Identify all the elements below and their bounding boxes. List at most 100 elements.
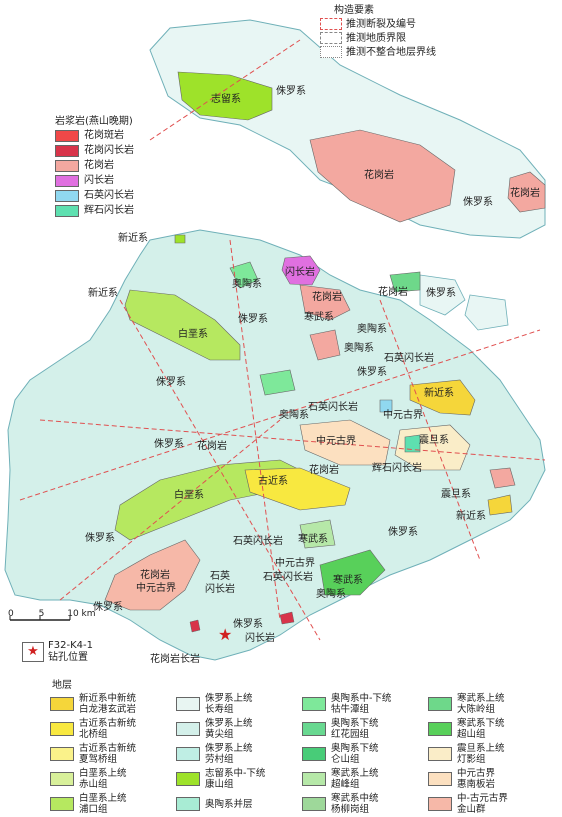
swatch xyxy=(302,797,326,811)
map-label: 寒武系 xyxy=(298,532,328,545)
map-label: 中元古界 xyxy=(275,556,315,569)
map-label: 中元古界 xyxy=(383,408,423,421)
strat-legend-item: 侏罗系上统 长寿组 xyxy=(176,693,296,715)
swatch xyxy=(176,722,200,736)
swatch xyxy=(302,772,326,786)
intrusive-legend-item: 石英闪长岩 xyxy=(55,188,175,203)
map-label: 白垩系 xyxy=(174,488,204,501)
map-label: 新近系 xyxy=(424,386,454,399)
granite-area-3 xyxy=(309,329,341,361)
swatch xyxy=(428,797,452,811)
green-small-1 xyxy=(389,271,421,293)
swatch xyxy=(428,722,452,736)
intrusive-legend: 岩浆岩(燕山晚期) 花岗斑岩 花岗闪长岩 花岗岩 闪长岩 石英闪长岩 辉石闪长岩 xyxy=(55,115,175,218)
map-label: 新近系 xyxy=(118,231,148,244)
map-label: 花岗岩 xyxy=(197,439,227,452)
swatch xyxy=(176,747,200,761)
intrusive-legend-item: 辉石闪长岩 xyxy=(55,203,175,218)
strat-legend-item: 侏罗系上统 劳村组 xyxy=(176,743,296,765)
strat-legend-item: 白垩系上统 赤山组 xyxy=(50,768,170,790)
well-label: 钻孔位置 xyxy=(48,652,88,663)
scale-label-0: 0 xyxy=(8,609,14,619)
map-label: 石英闪长岩 xyxy=(233,534,283,547)
map-label: 花岗岩 xyxy=(312,290,342,303)
island-small-2 xyxy=(464,294,509,331)
well-legend: ★ F32-K4-1 钻孔位置 xyxy=(22,640,93,664)
map-label: 花岗岩长岩 xyxy=(150,652,200,665)
map-label: 侏罗系 xyxy=(238,313,268,325)
strat-legend-item: 奥陶系并层 xyxy=(176,793,296,815)
map-label: 侏罗系 xyxy=(156,376,186,388)
strat-legend-item: 古近系古新统 北桥组 xyxy=(50,718,170,740)
strat-legend-item: 侏罗系上统 黄尖组 xyxy=(176,718,296,740)
map-label: 古近系 xyxy=(258,474,288,487)
map-label: 奥陶系 xyxy=(316,587,346,600)
map-label: 侏罗系 xyxy=(233,618,263,630)
map-label: 白垩系 xyxy=(178,327,208,340)
swatch xyxy=(176,797,200,811)
scale-label-5: 5 xyxy=(38,609,45,619)
map-label: 新近系 xyxy=(88,286,118,299)
map-label: 闪长岩 xyxy=(205,582,235,595)
dotted-gray-icon xyxy=(320,46,342,58)
map-label: 花岗岩 xyxy=(510,186,540,199)
map-label: 寒武系 xyxy=(333,573,363,586)
granite-right-area xyxy=(507,171,546,213)
granite-area-2 xyxy=(299,284,351,321)
swatch xyxy=(55,144,79,157)
strat-legend-item: 奥陶系下统 红花园组 xyxy=(302,718,422,740)
map-label: 中元古界 xyxy=(136,581,176,594)
map-label: 侏罗系 xyxy=(357,366,387,378)
jinshan-area xyxy=(104,539,201,611)
intrusive-legend-title: 岩浆岩(燕山晚期) xyxy=(55,116,133,127)
well-legend-star-icon: ★ xyxy=(22,642,44,662)
strat-legend-item: 白垩系上统 浦口组 xyxy=(50,793,170,815)
structure-legend: 构造要素 推测断裂及编号 推测地质界限 推测不整合地层界线 xyxy=(320,4,520,59)
map-label: 侏罗系 xyxy=(426,287,456,299)
map-label: 奥陶系 xyxy=(357,322,387,335)
strat-legend-item: 寒武系中统 杨柳岗组 xyxy=(302,793,422,815)
intrusive-legend-item: 花岗斑岩 xyxy=(55,128,175,143)
neogene-east-area xyxy=(409,379,476,416)
map-label: 石英闪长岩 xyxy=(384,351,434,364)
map-label: 新近系 xyxy=(456,509,486,522)
cambrian-area-1 xyxy=(299,519,336,549)
strat-legend-title: 地层 xyxy=(52,680,72,691)
map-label: 奥陶系 xyxy=(279,408,309,421)
swatch xyxy=(302,697,326,711)
strat-legend-item: 寒武系上统 超峰组 xyxy=(302,768,422,790)
intrusive-legend-item: 闪长岩 xyxy=(55,173,175,188)
swatch xyxy=(55,159,79,172)
structure-legend-item: 推测地质界限 xyxy=(320,31,520,45)
strat-legend-item: 中-古元古界 金山群 xyxy=(428,793,548,815)
pd-area xyxy=(404,434,421,453)
qd-area xyxy=(379,399,393,413)
strat-legend-item: 奥陶系中-下统 牯牛潭组 xyxy=(302,693,422,715)
map-label: 石英闪长岩 xyxy=(263,570,313,583)
map-label: 花岗岩 xyxy=(140,568,170,581)
strat-legend-item: 中元古界 惠南板岩 xyxy=(428,768,548,790)
strat-legend-item: 奥陶系下统 仑山组 xyxy=(302,743,422,765)
structure-legend-item: 推测不整合地层界线 xyxy=(320,45,520,59)
map-label: 侏罗系 xyxy=(93,601,123,613)
scale-bar xyxy=(9,616,71,621)
granite-big-area xyxy=(309,129,456,223)
cretaceous-nw-area xyxy=(124,289,241,361)
island-small-1 xyxy=(419,274,466,316)
ordovician-area-1 xyxy=(229,261,259,289)
swatch xyxy=(55,204,79,217)
swatch xyxy=(176,772,200,786)
swatch xyxy=(55,129,79,142)
map-label: 寒武系 xyxy=(304,310,334,323)
map-label: 花岗岩 xyxy=(378,285,408,298)
swatch xyxy=(428,697,452,711)
swatch xyxy=(302,747,326,761)
well-id: F32-K4-1 xyxy=(48,640,93,651)
map-label-group: 志留系 侏罗系 花岗岩 侏罗系 花岗岩 新近系 新近系 奥陶系 闪长岩 花岗岩 … xyxy=(85,85,540,665)
diorite-area xyxy=(281,255,321,286)
strat-legend-item: 寒武系下统 超山组 xyxy=(428,718,548,740)
map-label: 侏罗系 xyxy=(463,196,493,208)
swatch xyxy=(302,722,326,736)
swatch xyxy=(428,772,452,786)
dashed-red-icon xyxy=(320,18,342,30)
